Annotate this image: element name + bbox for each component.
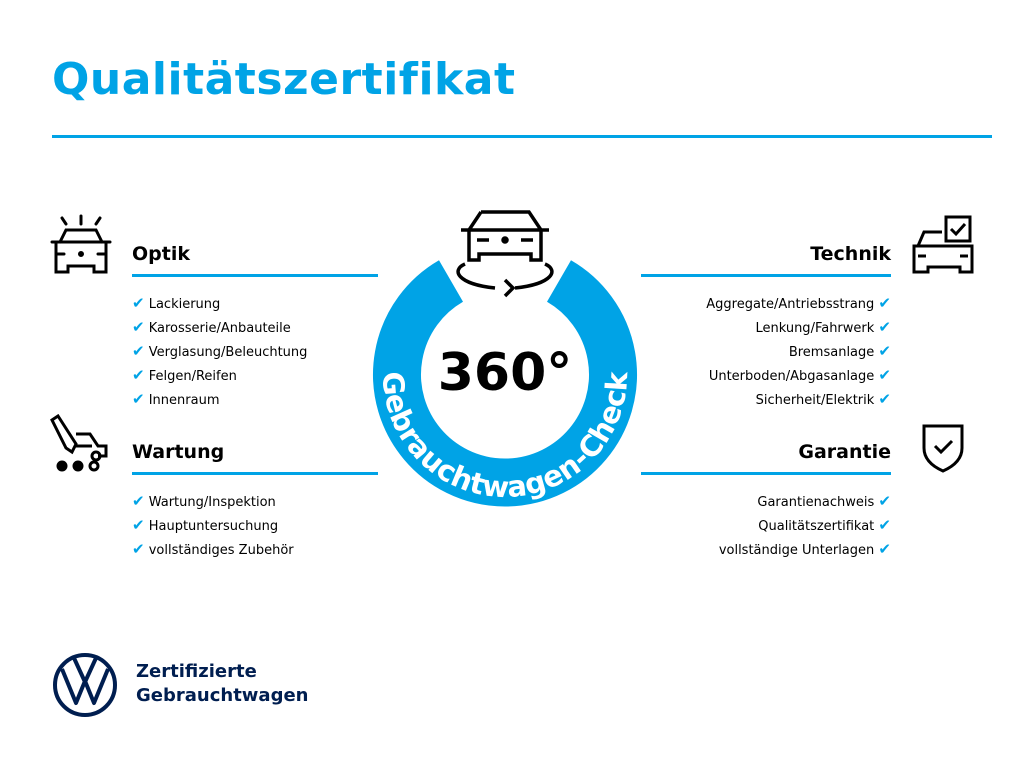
brand-text: Zertifizierte Gebrauchtwagen xyxy=(136,661,309,706)
section-divider xyxy=(132,274,378,277)
check-icon: ✔ xyxy=(878,318,891,336)
list-item: ✔ Karosserie/Anbauteile xyxy=(132,318,291,336)
list-item: Aggregate/Antriebsstrang ✔ xyxy=(706,294,891,312)
check-icon: ✔ xyxy=(132,390,145,408)
section-divider xyxy=(641,274,891,277)
check-icon: ✔ xyxy=(132,366,145,384)
divider xyxy=(52,135,992,138)
360-check-badge: Gebrauchtwagen-Check 360° xyxy=(373,210,637,507)
check-icon: ✔ xyxy=(132,492,145,510)
section-divider xyxy=(641,472,891,475)
list-item: Qualitätszertifikat ✔ xyxy=(758,516,891,534)
section-title: Technik xyxy=(810,243,891,265)
list-item: vollständige Unterlagen ✔ xyxy=(718,540,891,558)
list-item: ✔ Lackierung xyxy=(132,294,221,312)
degrees-label: 360° xyxy=(438,343,573,403)
list-item: ✔ Felgen/Reifen xyxy=(132,366,237,384)
check-icon: ✔ xyxy=(132,516,145,534)
list-item: ✔ Verglasung/Beleuchtung xyxy=(132,342,308,360)
section-title: Garantie xyxy=(798,441,891,463)
section-technik: Technik Aggregate/Antriebsstrang ✔ Lenku… xyxy=(641,240,891,411)
page-title: Qualitätszertifikat xyxy=(52,54,516,105)
list-item: Garantienachweis ✔ xyxy=(757,492,891,510)
car-rotate-icon xyxy=(456,210,554,298)
check-icon: ✔ xyxy=(132,294,145,312)
check-icon: ✔ xyxy=(878,366,891,384)
check-icon: ✔ xyxy=(878,540,891,558)
blue-ring xyxy=(373,260,637,507)
check-icon: ✔ xyxy=(878,342,891,360)
car-service-icon xyxy=(50,414,108,472)
list-item: ✔ Wartung/Inspektion xyxy=(132,492,276,510)
shield-check-icon xyxy=(922,424,964,473)
list-item: ✔ Hauptuntersuchung xyxy=(132,516,279,534)
list-item: ✔ Innenraum xyxy=(132,390,220,408)
car-checkbox-icon xyxy=(912,215,974,274)
vw-logo xyxy=(53,653,117,717)
list-item: Bremsanlage ✔ xyxy=(788,342,891,360)
section-garantie: Garantie Garantienachweis ✔ Qualitätszer… xyxy=(641,438,891,561)
check-icon: ✔ xyxy=(132,540,145,558)
list-item: Unterboden/Abgasanlage ✔ xyxy=(708,366,891,384)
section-title: Wartung xyxy=(132,441,225,463)
section-wartung: Wartung ✔ Wartung/Inspektion ✔ Hauptunte… xyxy=(132,438,378,561)
list-item: ✔ vollständiges Zubehör xyxy=(132,540,294,558)
check-icon: ✔ xyxy=(132,318,145,336)
list-item: Sicherheit/Elektrik ✔ xyxy=(755,390,891,408)
check-icon: ✔ xyxy=(878,516,891,534)
list-item: Lenkung/Fahrwerk ✔ xyxy=(755,318,891,336)
check-icon: ✔ xyxy=(878,492,891,510)
car-lights-icon xyxy=(50,214,112,274)
section-title: Optik xyxy=(132,243,190,265)
check-icon: ✔ xyxy=(132,342,145,360)
section-optik: Optik ✔ Lackierung ✔ Karosserie/Anbautei… xyxy=(132,240,378,411)
check-icon: ✔ xyxy=(878,390,891,408)
section-divider xyxy=(132,472,378,475)
check-icon: ✔ xyxy=(878,294,891,312)
